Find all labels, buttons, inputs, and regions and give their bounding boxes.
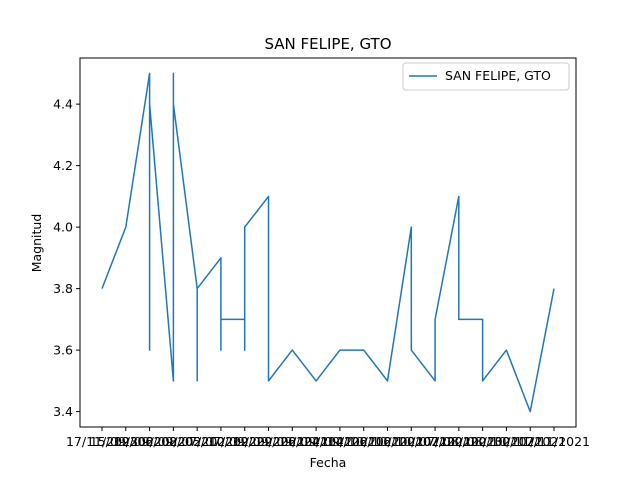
y-tick-label: 4.0 xyxy=(53,220,73,235)
y-tick-label: 3.6 xyxy=(53,343,73,358)
legend-box xyxy=(402,62,570,91)
x-tick-label: 17/11/2023 xyxy=(66,434,138,449)
series-layer xyxy=(101,72,555,413)
y-axis-label: Magnitud xyxy=(29,214,44,273)
chart-title: SAN FELIPE, GTO xyxy=(264,35,391,53)
x-tick-label: 17/11/2021 xyxy=(518,434,590,449)
x-axis: 17/11/202315/09/202219/09/202206/09/2022… xyxy=(66,427,590,449)
y-tick-label: 3.8 xyxy=(53,281,73,296)
x-tick-label: 26/10/2021 xyxy=(351,434,423,449)
x-tick-label: 08/07/2022 xyxy=(161,434,233,449)
x-tick-label: 05/07/2022 xyxy=(185,434,257,449)
y-tick-label: 4.2 xyxy=(53,158,73,173)
x-tick-label: 26/09/2021 xyxy=(280,434,352,449)
x-axis-label: Fecha xyxy=(310,455,347,470)
x-tick-label: 19/09/2021 xyxy=(233,434,305,449)
x-tick-label: 24/09/2021 xyxy=(304,434,376,449)
x-tick-label: 20/10/2021 xyxy=(470,434,542,449)
y-tick-label: 4.4 xyxy=(53,97,73,112)
plot-area-frame xyxy=(79,57,577,428)
x-tick-label: 10/09/2022 xyxy=(209,434,281,449)
x-tick-label: 30/11/2021 xyxy=(494,434,566,449)
x-tick-label: 19/09/2022 xyxy=(114,434,186,449)
x-tick-label: 20/07/2021 xyxy=(399,434,471,449)
y-axis: 3.4 3.6 3.8 4.0 4.2 4.4 xyxy=(53,97,80,419)
x-tick-label: 06/09/2022 xyxy=(137,434,209,449)
series-line xyxy=(101,72,555,413)
x-tick-label: 14/10/2021 xyxy=(328,434,400,449)
legend-series-label: SAN FELIPE, GTO xyxy=(445,68,551,83)
legend: SAN FELIPE, GTO xyxy=(402,62,570,91)
x-tick-label: 20/08/2021 xyxy=(447,434,519,449)
y-tick-label: 3.4 xyxy=(53,404,73,419)
x-tick-label: 16/10/2021 xyxy=(375,434,447,449)
x-tick-label: 15/09/2022 xyxy=(90,434,162,449)
x-tick-label: 29/09/2021 xyxy=(256,434,328,449)
x-tick-label: 07/08/2021 xyxy=(423,434,495,449)
